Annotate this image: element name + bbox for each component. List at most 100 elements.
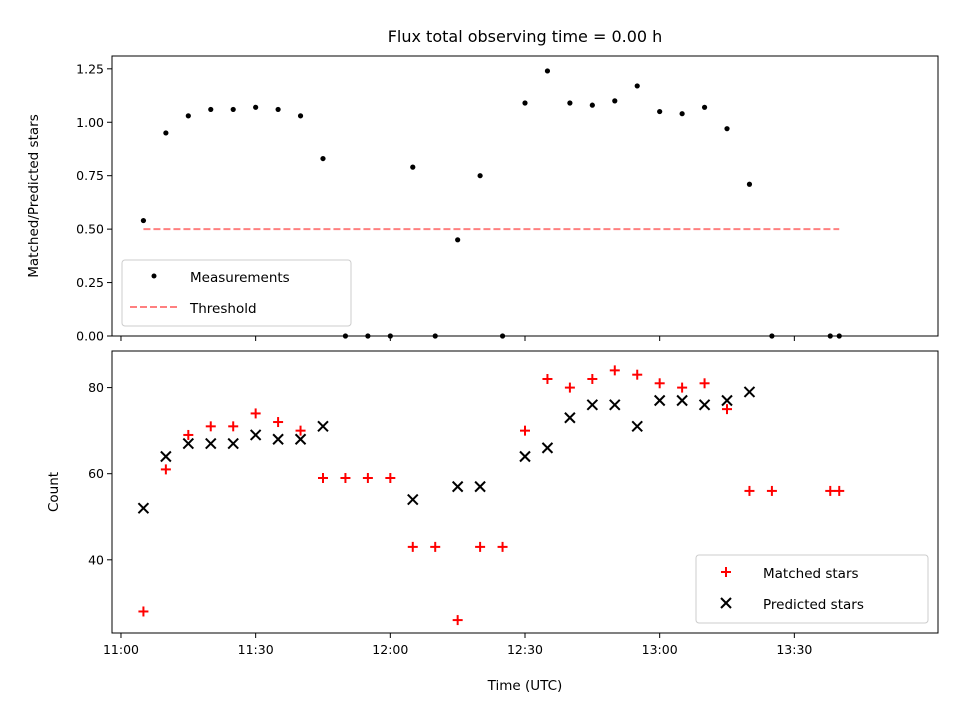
matched-stars-point [138, 606, 149, 617]
matched-stars-point [722, 404, 733, 415]
matched-stars-point [766, 485, 777, 496]
matched-stars-point [497, 541, 508, 552]
measurements-point [746, 181, 753, 187]
predicted-stars-point [249, 429, 262, 441]
matched-stars-point [317, 473, 328, 484]
measurements-point [455, 237, 461, 243]
top-y-tick-label: 1.00 [76, 115, 104, 130]
bottom-y-tick-label: 80 [88, 380, 104, 395]
predicted-stars-point [564, 412, 576, 424]
bottom-x-tick-label: 13:00 [642, 642, 678, 657]
measurements-point [701, 104, 708, 110]
matched-stars-point [677, 382, 688, 393]
bottom-y-axis-label: Count [46, 472, 62, 512]
predicted-stars-point [137, 502, 150, 514]
threshold-legend-label: Threshold [189, 301, 257, 317]
measurements-point [140, 217, 147, 224]
measurements-point [297, 113, 304, 119]
measurements-point [163, 130, 169, 136]
matched-stars-point [228, 421, 239, 432]
matched-stars-point [273, 417, 284, 428]
matched-stars-point [520, 425, 530, 436]
bottom-legend-box [695, 554, 929, 624]
matched-stars-point [430, 541, 441, 552]
matched-stars-point [340, 473, 351, 484]
predicted-stars-point [160, 450, 172, 463]
matched-stars-point [385, 473, 396, 484]
matched-stars-point [362, 473, 373, 484]
bottom-plot-area: 11:00 11:30 12:00 12:30 13:00 13:30 40 60 80 [88, 365, 845, 657]
top-y-tick-label: 0.75 [76, 168, 104, 183]
predicted-stars-point [272, 433, 284, 445]
measurements-point [522, 100, 528, 106]
matched-stars-point [295, 425, 306, 436]
matched-stars-point [250, 408, 261, 419]
measurements-point [679, 111, 685, 117]
bottom-x-tick-label: 11:00 [103, 642, 139, 657]
measurements-point [477, 173, 483, 179]
predicted-stars-point [609, 399, 621, 411]
predicted-stars-point [451, 480, 464, 493]
bottom-plot-frame [111, 350, 939, 634]
matched-stars-legend-marker [721, 567, 731, 577]
matched-stars-point [825, 485, 836, 496]
matched-stars-point [160, 464, 171, 475]
chart-title: Flux total observing time = 0.00 h [388, 27, 663, 46]
predicted-stars-point [586, 399, 599, 411]
matched-stars-point [542, 373, 553, 384]
measurements-point [589, 102, 595, 108]
predicted-stars-point [676, 394, 688, 407]
predicted-stars-point [205, 437, 217, 450]
predicted-stars-point [317, 420, 329, 433]
x-axis-label: Time (UTC) [487, 678, 563, 694]
bottom-y-tick-label: 60 [88, 466, 104, 481]
top-plot-frame [111, 55, 939, 337]
predicted-stars-point [474, 480, 486, 493]
top-legend-box [121, 259, 352, 327]
predicted-stars-point [182, 437, 195, 450]
matched-stars-point [407, 541, 418, 552]
matched-stars-point [183, 429, 194, 440]
bottom-x-tick-label: 11:30 [238, 642, 274, 657]
bottom-x-tick-label: 13:30 [776, 642, 812, 657]
matched-stars-point [834, 485, 845, 496]
predicted-stars-point [407, 493, 419, 506]
predicted-stars-legend-label: Predicted stars [763, 597, 864, 613]
measurements-point [657, 108, 663, 115]
matched-stars-point [205, 421, 216, 432]
measurements-point [567, 100, 573, 106]
matched-stars-point [632, 369, 643, 380]
measurements-point [253, 104, 259, 110]
predicted-stars-point [519, 450, 531, 463]
measurements-point [544, 68, 551, 74]
bottom-x-tick-label: 12:30 [507, 642, 543, 657]
measurements-point [208, 106, 214, 113]
predicted-stars-point [541, 442, 554, 454]
measurements-legend-marker [151, 273, 157, 279]
measurements-point [275, 106, 281, 113]
top-y-tick-label: 0.50 [76, 222, 104, 237]
matched-stars-legend-label: Matched stars [763, 566, 859, 582]
predicted-stars-point [227, 437, 239, 450]
top-legend: Measurements Threshold [121, 259, 352, 327]
top-y-tick-label: 1.25 [76, 61, 104, 76]
matched-stars-point [699, 378, 710, 389]
predicted-stars-point [653, 394, 666, 407]
matched-stars-point [564, 382, 575, 393]
measurements-legend-label: Measurements [190, 270, 290, 286]
measurements-point [634, 83, 640, 89]
matched-stars-point [609, 365, 620, 376]
matched-stars-point [654, 378, 665, 389]
matched-stars-point [587, 373, 598, 384]
top-y-tick-label: 0.00 [76, 329, 104, 344]
predicted-stars-point [721, 394, 733, 407]
measurements-point [612, 98, 618, 104]
predicted-stars-legend-marker [720, 597, 732, 609]
matched-stars-point [475, 541, 486, 552]
measurements-point [230, 106, 236, 113]
bottom-x-tick-label: 12:00 [372, 642, 408, 657]
matched-stars-point [744, 485, 755, 496]
top-y-tick-label: 0.25 [76, 275, 104, 290]
bottom-legend: Matched stars Predicted stars [695, 554, 929, 624]
